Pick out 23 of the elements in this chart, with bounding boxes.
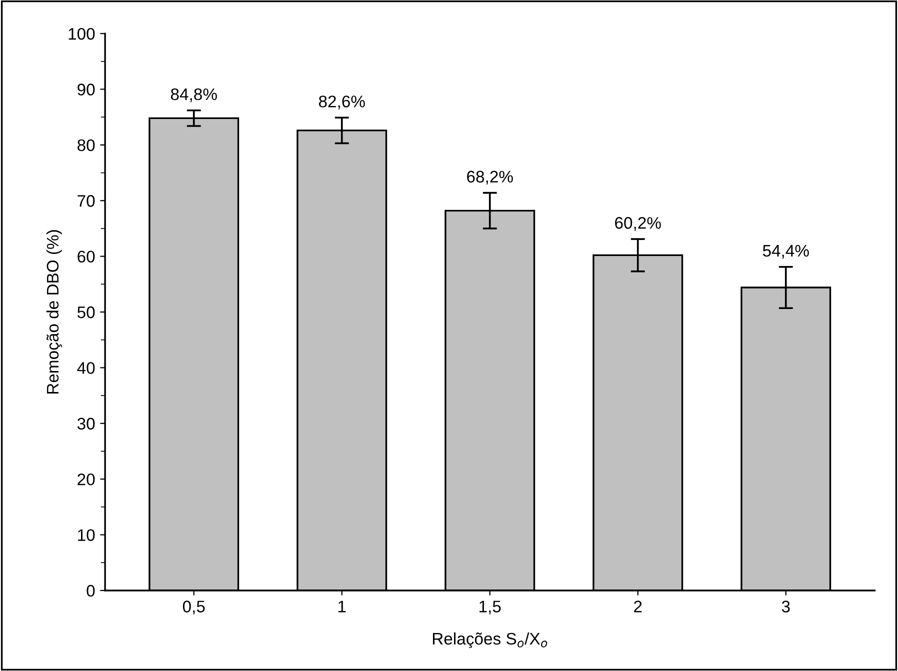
x-tick-label: 0,5: [182, 600, 205, 614]
x-tick-label: 2: [634, 600, 642, 612]
y-tick-label: 60: [78, 250, 95, 263]
y-tick-label: 40: [77, 362, 95, 374]
data-label: 60,2%: [615, 217, 661, 231]
y-tick-label: 90: [78, 84, 95, 96]
x-tick-label: 1,5: [480, 600, 501, 614]
y-tick-label: 30: [77, 418, 95, 430]
y-tick-label: 100: [68, 28, 95, 40]
x-tick-label: 1: [338, 600, 346, 612]
y-axis-title: Remoção de DBO (%): [46, 230, 62, 394]
x-tick-label: 3: [782, 600, 790, 612]
y-tick-label: 50: [77, 306, 95, 318]
y-tick-label: 70: [78, 195, 95, 207]
data-label: 84,8%: [170, 88, 217, 102]
y-tick-label: 10: [78, 529, 95, 541]
y-tick-label: 0: [86, 584, 95, 597]
x-axis-title: Relações S$_{o}$/X$_{o}$: [432, 632, 548, 648]
data-label: 54,4%: [762, 244, 809, 259]
data-label: 68,2%: [467, 170, 513, 185]
y-tick-label: 20: [78, 473, 95, 486]
y-tick-label: 80: [78, 139, 95, 152]
data-label: 82,6%: [318, 96, 365, 110]
